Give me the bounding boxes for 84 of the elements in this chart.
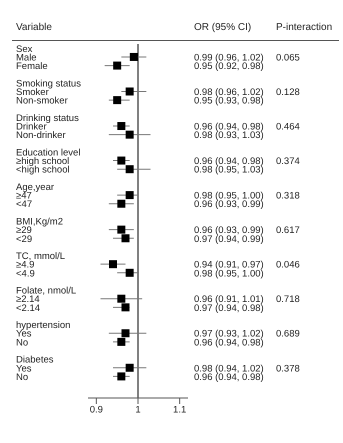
text: 0.128 [276,86,300,98]
text: 0.374 [276,156,300,168]
y-tick-label: No [16,337,28,348]
x-tick-label: 1.1 [173,404,186,416]
y-tick-label: <47 [16,199,32,210]
y-tick-label: ≥29 [16,225,32,236]
point [126,130,134,139]
x-tick-label: 0.9 [90,404,103,416]
text: 0.065 [276,52,300,64]
y-tick-label: Drinking status [16,112,80,124]
data-label: 0.98 (0.95, 1.00) [194,190,264,202]
data-label: 0.94 (0.91, 0.97) [194,260,264,271]
data-label: 0.96 (0.93, 0.99) [194,199,264,210]
text: 0.464 [276,122,300,133]
point [126,268,134,277]
y-tick-label: Non-drinker [16,130,66,142]
data-label: 0.98 (0.96, 1.02) [194,86,264,98]
y-tick-label: Female [16,61,48,72]
y-tick-label: Sex [16,44,33,55]
y-tick-label: TC, mmol/L [16,251,66,262]
point [126,364,134,372]
y-tick-label: Yes [16,328,32,340]
y-tick-label: Smoker [16,86,49,98]
point [109,260,117,268]
data-label: 0.96 (0.94, 0.98) [194,156,264,168]
text: 0.378 [276,363,300,374]
y-tick-label: No [16,372,28,383]
data-label: 0.99 (0.96, 1.02) [194,52,264,64]
text: P-interaction [276,22,332,33]
point [113,62,122,70]
point [122,234,130,242]
text: 0.718 [276,294,300,306]
text: OR (95% CI) [194,22,252,33]
y-tick-label: <2.14 [16,302,40,314]
y-tick-label: <high school [16,164,70,176]
data-label: 0.98 (0.94, 1.02) [194,363,264,374]
text: 0.689 [276,328,300,340]
point [122,329,130,338]
point [117,156,126,165]
y-tick-label: ≥47 [16,190,32,202]
data-label: 0.96 (0.91, 1.01) [194,294,264,306]
x-tick-label: 1 [135,404,141,416]
data-label: 0.97 (0.93, 1.02) [194,328,264,340]
point [126,165,134,174]
point [117,200,126,208]
y-tick-label: Education level [16,147,80,158]
point [113,96,122,104]
data-label: 0.95 (0.93, 0.98) [194,96,264,107]
data-label: 0.97 (0.94, 0.99) [194,234,264,245]
point [126,191,134,200]
y-tick-label: Smoking status [16,78,82,90]
data-label: 0.98 (0.95, 1.00) [194,268,264,280]
y-tick-label: Male [16,52,37,64]
y-tick-label: Diabetes [16,354,54,366]
point [117,122,126,130]
data-label: 0.95 (0.92, 0.98) [194,61,264,72]
y-tick-label: BMI,Kg/m2 [16,216,63,228]
data-label: 0.98 (0.93, 1.03) [194,130,264,142]
y-tick-label: Age,year [16,182,54,193]
data-label: 0.98 (0.95, 1.03) [194,164,264,176]
y-axis-title: Variable [16,22,52,33]
point [117,294,126,303]
data-label: 0.97 (0.94, 0.98) [194,302,264,314]
point [117,372,126,380]
y-tick-label: ≥2.14 [16,294,40,306]
y-tick-label: Folate, nmol/L [16,286,76,297]
point [126,87,134,96]
y-tick-label: Non-smoker [16,96,68,107]
y-tick-label: ≥4.9 [16,260,34,271]
data-label: 0.96 (0.94, 0.98) [194,372,264,383]
text: 0.046 [276,260,300,271]
text: 0.617 [276,225,300,236]
data-label: 0.96 (0.93, 0.99) [194,225,264,236]
y-tick-label: <4.9 [16,268,35,280]
y-tick-label: <29 [16,234,32,245]
data-label: 0.96 (0.94, 0.98) [194,337,264,348]
point [117,226,126,234]
y-tick-label: hypertension [16,320,70,332]
point [130,52,138,61]
y-tick-label: Yes [16,363,32,374]
point [117,338,126,346]
data-label: 0.96 (0.94, 0.98) [194,122,264,133]
text: 0.318 [276,190,300,202]
point [122,303,130,312]
